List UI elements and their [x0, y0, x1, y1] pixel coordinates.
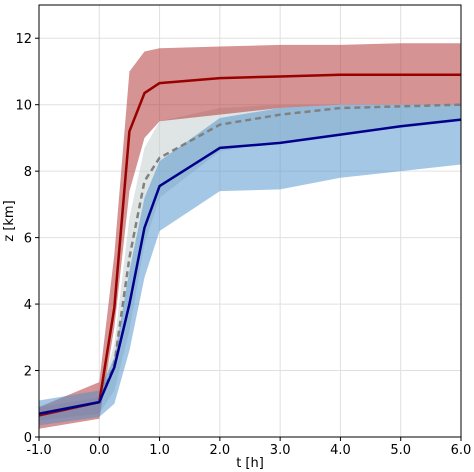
x-tick-label: 4.0: [330, 443, 351, 458]
series-line-3: [38, 118, 462, 415]
y-tick-label: 4: [24, 298, 32, 313]
x-tick-label: 5.0: [390, 443, 411, 458]
series-lines: [38, 73, 462, 417]
y-tick-label: 2: [24, 365, 32, 380]
plot-frame: [38, 4, 462, 438]
y-tick-label: 0: [24, 431, 32, 446]
y-tick-label: 12: [15, 32, 32, 47]
x-tick-label: 6.0: [451, 443, 472, 458]
y-tick-label: 8: [24, 165, 32, 180]
x-tick-label: 0.0: [89, 443, 110, 458]
series-line-1: [38, 73, 461, 417]
x-tick-label: 1.0: [149, 443, 170, 458]
x-tick-label: 3.0: [270, 443, 291, 458]
y-tick-label: 6: [24, 232, 32, 247]
x-axis-label: t [h]: [236, 456, 264, 471]
y-tick-label: 10: [15, 99, 32, 114]
series-line-2: [38, 103, 462, 415]
y-axis-label: z [km]: [2, 200, 17, 241]
x-tick-label: -1.0: [26, 443, 51, 458]
axis-ticks: -1.0 0.0 1.0 2.0 3.0 4.0 5.0 6.0 0 2 4 6 8 10 12: [15, 32, 471, 458]
uncertainty-band-3: [39, 104, 461, 426]
uncertainty-band-2: [39, 43, 461, 429]
x-tick-label: 2.0: [210, 443, 231, 458]
